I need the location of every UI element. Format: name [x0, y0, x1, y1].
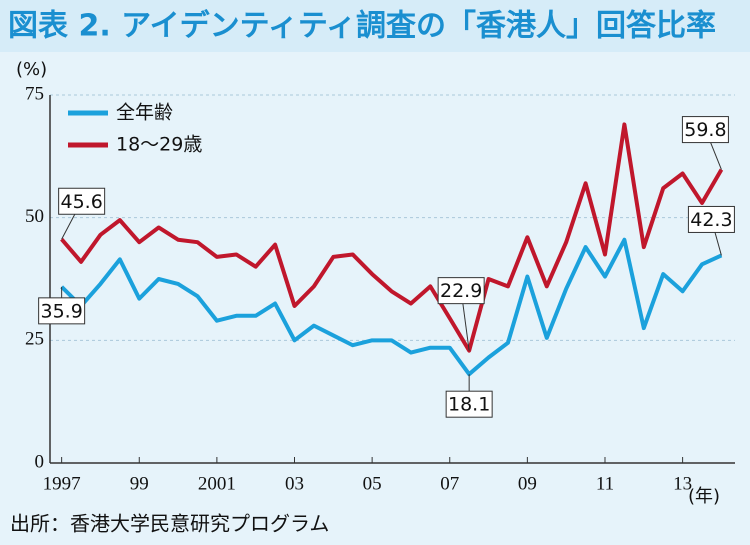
line: [60, 122, 724, 353]
label-box: [58, 187, 106, 215]
y-tick-label: 0: [35, 451, 45, 472]
x-tick-label: 1997: [43, 473, 81, 494]
legend-label: 18～29歳: [116, 134, 202, 156]
legend-label: 全年齢: [116, 102, 173, 124]
data-label: 45.6: [60, 191, 102, 213]
y-unit: (%): [16, 59, 47, 80]
x-tick-label: 2001: [198, 473, 236, 494]
label-box: [445, 390, 493, 418]
x-unit: (年): [688, 486, 720, 507]
x-tick-label: 99: [130, 473, 149, 494]
data-label: 18.1: [448, 394, 490, 416]
title-banner: [0, 0, 750, 52]
label-box: [38, 297, 86, 325]
x-tick-label: 05: [363, 473, 382, 494]
chart-title: 図表 2. アイデンティティ調査の「香港人」回答比率: [8, 9, 716, 44]
label-box: [687, 205, 735, 233]
x-tick-label: 13: [673, 473, 692, 494]
x-tick-label: 07: [440, 473, 459, 494]
x-tick-label: 11: [596, 473, 614, 494]
x-tick-label: 03: [285, 473, 304, 494]
source: 出所：香港大学民意研究プログラム: [10, 512, 329, 536]
data-label: 42.3: [690, 209, 732, 231]
data-label: 35.9: [40, 300, 82, 322]
y-tick-label: 25: [25, 329, 44, 350]
label-box: [681, 116, 729, 144]
line: [60, 237, 723, 377]
data-label: 22.9: [440, 280, 482, 302]
y-tick-label: 75: [25, 83, 44, 104]
label-box: [437, 277, 485, 305]
x-tick-label: 09: [518, 473, 537, 494]
data-label: 59.8: [684, 119, 726, 141]
y-tick-label: 50: [25, 206, 44, 227]
